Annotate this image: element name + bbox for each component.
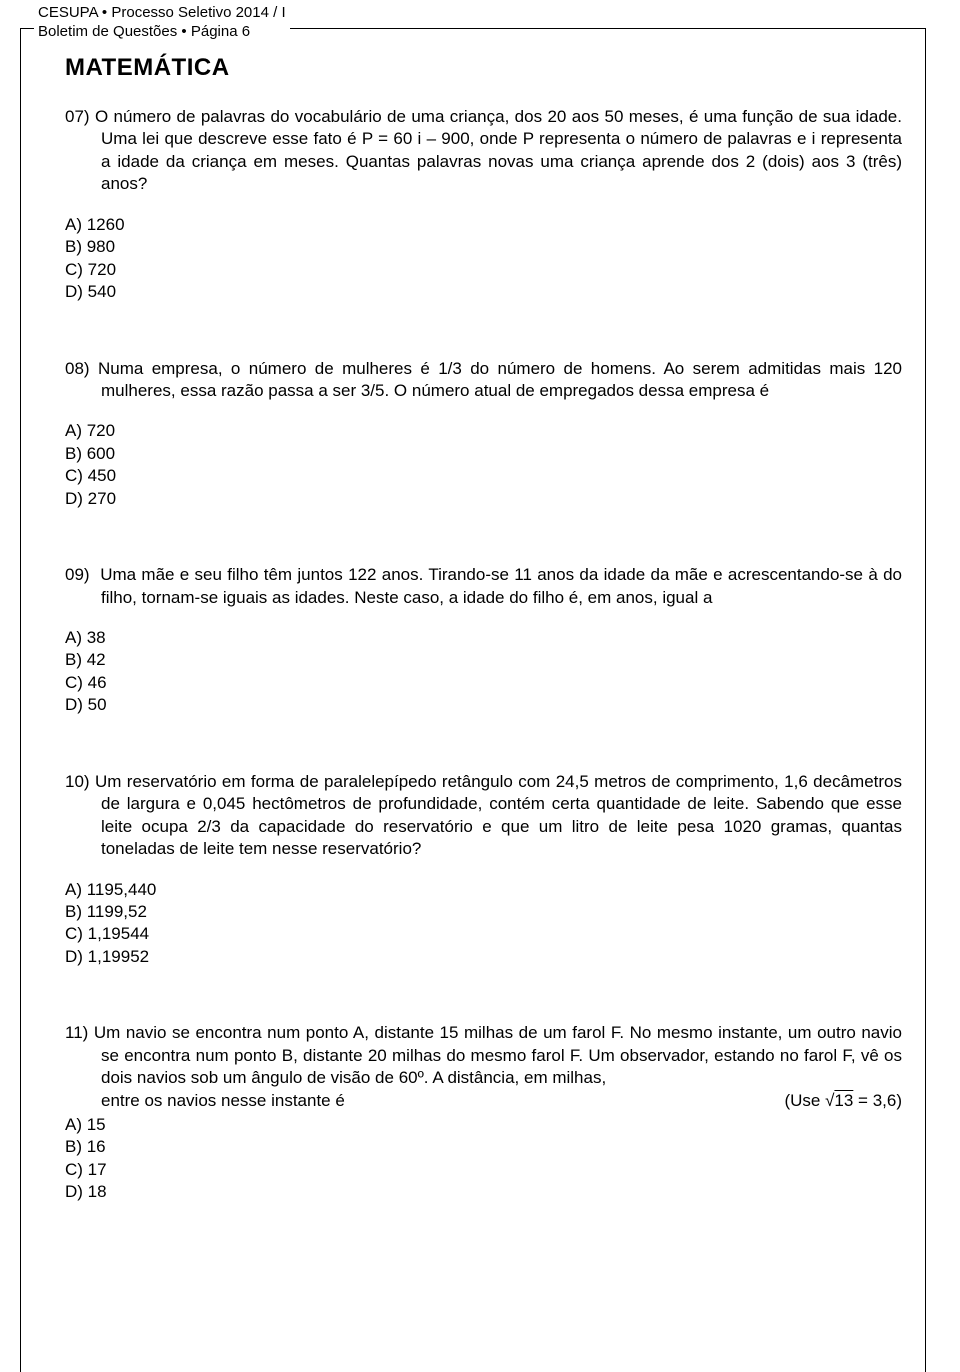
question-number: 10)	[65, 772, 90, 791]
question-options: A) 15 B) 16 C) 17 D) 18	[65, 1114, 902, 1204]
question-text: 08) Numa empresa, o número de mulheres é…	[65, 358, 902, 403]
option-b: B) 16	[65, 1136, 902, 1158]
question-extra-right: (Use √13 = 3,6)	[784, 1090, 902, 1112]
option-c: C) 1,19544	[65, 923, 902, 945]
option-d: D) 540	[65, 281, 902, 303]
question-number: 07)	[65, 107, 90, 126]
question-body: Numa empresa, o número de mulheres é 1/3…	[98, 359, 902, 400]
question-text: 10) Um reservatório em forma de paralele…	[65, 771, 902, 861]
option-c: C) 17	[65, 1159, 902, 1181]
question-extra-left: entre os navios nesse instante é	[101, 1090, 345, 1112]
question-options: A) 1260 B) 980 C) 720 D) 540	[65, 214, 902, 304]
option-b: B) 600	[65, 443, 902, 465]
question-body: Uma mãe e seu filho têm juntos 122 anos.…	[100, 565, 902, 606]
sqrt-suffix: = 3,6)	[853, 1091, 902, 1110]
option-a: A) 1195,440	[65, 879, 902, 901]
question-options: A) 1195,440 B) 1199,52 C) 1,19544 D) 1,1…	[65, 879, 902, 969]
question-body: Um reservatório em forma de paralelepípe…	[95, 772, 902, 858]
question-number: 09)	[65, 565, 90, 584]
question-options: A) 720 B) 600 C) 450 D) 270	[65, 420, 902, 510]
question-body: O número de palavras do vocabulário de u…	[95, 107, 902, 193]
question-number: 08)	[65, 359, 90, 378]
option-b: B) 1199,52	[65, 901, 902, 923]
option-d: D) 18	[65, 1181, 902, 1203]
page-content: MATEMÁTICA 07) O número de palavras do v…	[0, 0, 960, 1224]
option-a: A) 38	[65, 627, 902, 649]
question-number: 11)	[65, 1023, 88, 1042]
question-options: A) 38 B) 42 C) 46 D) 50	[65, 627, 902, 717]
option-b: B) 980	[65, 236, 902, 258]
option-b: B) 42	[65, 649, 902, 671]
question-07: 07) O número de palavras do vocabulário …	[65, 106, 902, 304]
question-text: 11) Um navio se encontra num ponto A, di…	[65, 1022, 902, 1089]
question-text: 07) O número de palavras do vocabulário …	[65, 106, 902, 196]
question-body: Um navio se encontra num ponto A, distan…	[94, 1023, 902, 1087]
option-d: D) 270	[65, 488, 902, 510]
sqrt-radicand: 13	[834, 1091, 853, 1110]
section-title: MATEMÁTICA	[65, 54, 902, 82]
option-c: C) 46	[65, 672, 902, 694]
option-a: A) 1260	[65, 214, 902, 236]
question-10: 10) Um reservatório em forma de paralele…	[65, 771, 902, 969]
option-a: A) 15	[65, 1114, 902, 1136]
sqrt-prefix: (Use √	[784, 1091, 834, 1110]
question-text-extra: entre os navios nesse instante é (Use √1…	[65, 1090, 902, 1112]
option-a: A) 720	[65, 420, 902, 442]
question-11: 11) Um navio se encontra num ponto A, di…	[65, 1022, 902, 1204]
option-c: C) 450	[65, 465, 902, 487]
option-d: D) 50	[65, 694, 902, 716]
option-d: D) 1,19952	[65, 946, 902, 968]
question-08: 08) Numa empresa, o número de mulheres é…	[65, 358, 902, 511]
question-09: 09) Uma mãe e seu filho têm juntos 122 a…	[65, 564, 902, 717]
question-text: 09) Uma mãe e seu filho têm juntos 122 a…	[65, 564, 902, 609]
option-c: C) 720	[65, 259, 902, 281]
